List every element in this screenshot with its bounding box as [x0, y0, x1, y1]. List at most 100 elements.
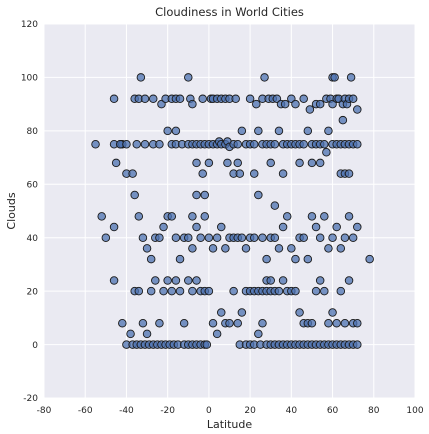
data-point	[221, 244, 230, 253]
data-point	[299, 94, 308, 104]
data-point	[353, 105, 362, 114]
data-point	[291, 286, 300, 296]
data-point	[237, 233, 247, 242]
data-point	[305, 105, 315, 114]
data-point	[307, 158, 317, 168]
data-points	[91, 73, 374, 349]
data-point	[109, 276, 119, 285]
data-point	[109, 94, 119, 104]
data-point	[217, 308, 226, 317]
data-point	[295, 308, 304, 317]
y-tick-label: 20	[27, 287, 39, 297]
x-tick-label: 100	[406, 406, 423, 416]
data-point	[303, 254, 313, 264]
plot-background	[44, 24, 415, 398]
data-point	[233, 139, 242, 149]
data-point	[208, 318, 218, 328]
data-point	[192, 158, 201, 168]
data-point	[204, 233, 214, 242]
data-point	[229, 286, 238, 296]
data-point	[126, 329, 135, 339]
data-point	[332, 222, 341, 232]
data-point	[192, 222, 201, 232]
data-point	[212, 233, 222, 242]
data-point	[200, 190, 210, 200]
data-point	[235, 169, 245, 178]
data-point	[338, 115, 348, 125]
x-tick-labels: -80 -60 -40 -20 0 20 40 60 80 100	[37, 406, 424, 416]
data-point	[262, 254, 271, 264]
data-point	[340, 233, 350, 242]
data-point	[175, 254, 185, 264]
data-point	[299, 233, 308, 242]
data-point	[223, 158, 232, 168]
data-point	[208, 244, 218, 253]
x-axis-label: Latitude	[207, 418, 253, 431]
data-point	[336, 286, 346, 296]
data-point	[171, 126, 181, 136]
data-point	[344, 169, 354, 178]
y-tick-labels: 120 100 80 60 40 20 0 -20	[21, 20, 38, 404]
data-point	[270, 139, 280, 149]
x-tick-label: -80	[37, 406, 52, 416]
x-tick-label: -40	[119, 406, 134, 416]
data-point	[196, 233, 205, 242]
y-tick-label: -20	[23, 394, 38, 404]
data-point	[122, 139, 131, 149]
x-tick-label: -20	[160, 406, 175, 416]
data-point	[258, 318, 267, 328]
data-point	[249, 233, 259, 242]
data-point	[299, 139, 308, 149]
data-point	[254, 190, 263, 200]
data-point	[151, 276, 160, 285]
data-point	[241, 244, 251, 253]
data-point	[118, 318, 127, 328]
data-point	[320, 212, 329, 221]
data-point	[188, 212, 197, 221]
data-point	[91, 139, 100, 149]
data-point	[353, 139, 362, 149]
y-tick-label: 0	[32, 341, 38, 351]
data-point	[353, 222, 362, 232]
data-point	[192, 190, 201, 200]
data-point	[155, 139, 164, 149]
data-point	[134, 286, 144, 296]
data-point	[188, 99, 197, 109]
data-point	[200, 212, 210, 221]
data-point	[111, 158, 121, 168]
data-point	[217, 222, 226, 232]
data-point	[365, 254, 374, 264]
data-point	[340, 318, 350, 328]
data-point	[148, 94, 158, 104]
data-point	[204, 158, 214, 168]
data-point	[237, 308, 247, 317]
data-point	[159, 286, 168, 296]
data-point	[295, 158, 304, 168]
x-tick-label: 20	[244, 406, 256, 416]
data-point	[184, 276, 193, 285]
data-point	[311, 286, 321, 296]
data-point	[353, 318, 362, 328]
data-point	[282, 212, 292, 221]
data-point	[204, 286, 214, 296]
data-point	[280, 99, 290, 109]
data-point	[274, 244, 284, 253]
data-point	[233, 318, 242, 328]
y-tick-label: 120	[21, 20, 38, 30]
data-point	[188, 244, 197, 253]
data-point	[167, 212, 177, 221]
data-point	[346, 73, 356, 82]
x-tick-label: -60	[78, 406, 93, 416]
data-point	[254, 329, 263, 339]
data-point	[278, 222, 288, 232]
data-point	[324, 244, 333, 253]
data-point	[198, 169, 207, 178]
data-point	[130, 190, 139, 200]
data-point	[315, 99, 325, 109]
data-point	[332, 318, 341, 328]
chart-title: Cloudiness in World Cities	[155, 5, 304, 19]
data-point	[175, 286, 185, 296]
data-point	[109, 222, 119, 232]
data-point	[249, 139, 259, 149]
